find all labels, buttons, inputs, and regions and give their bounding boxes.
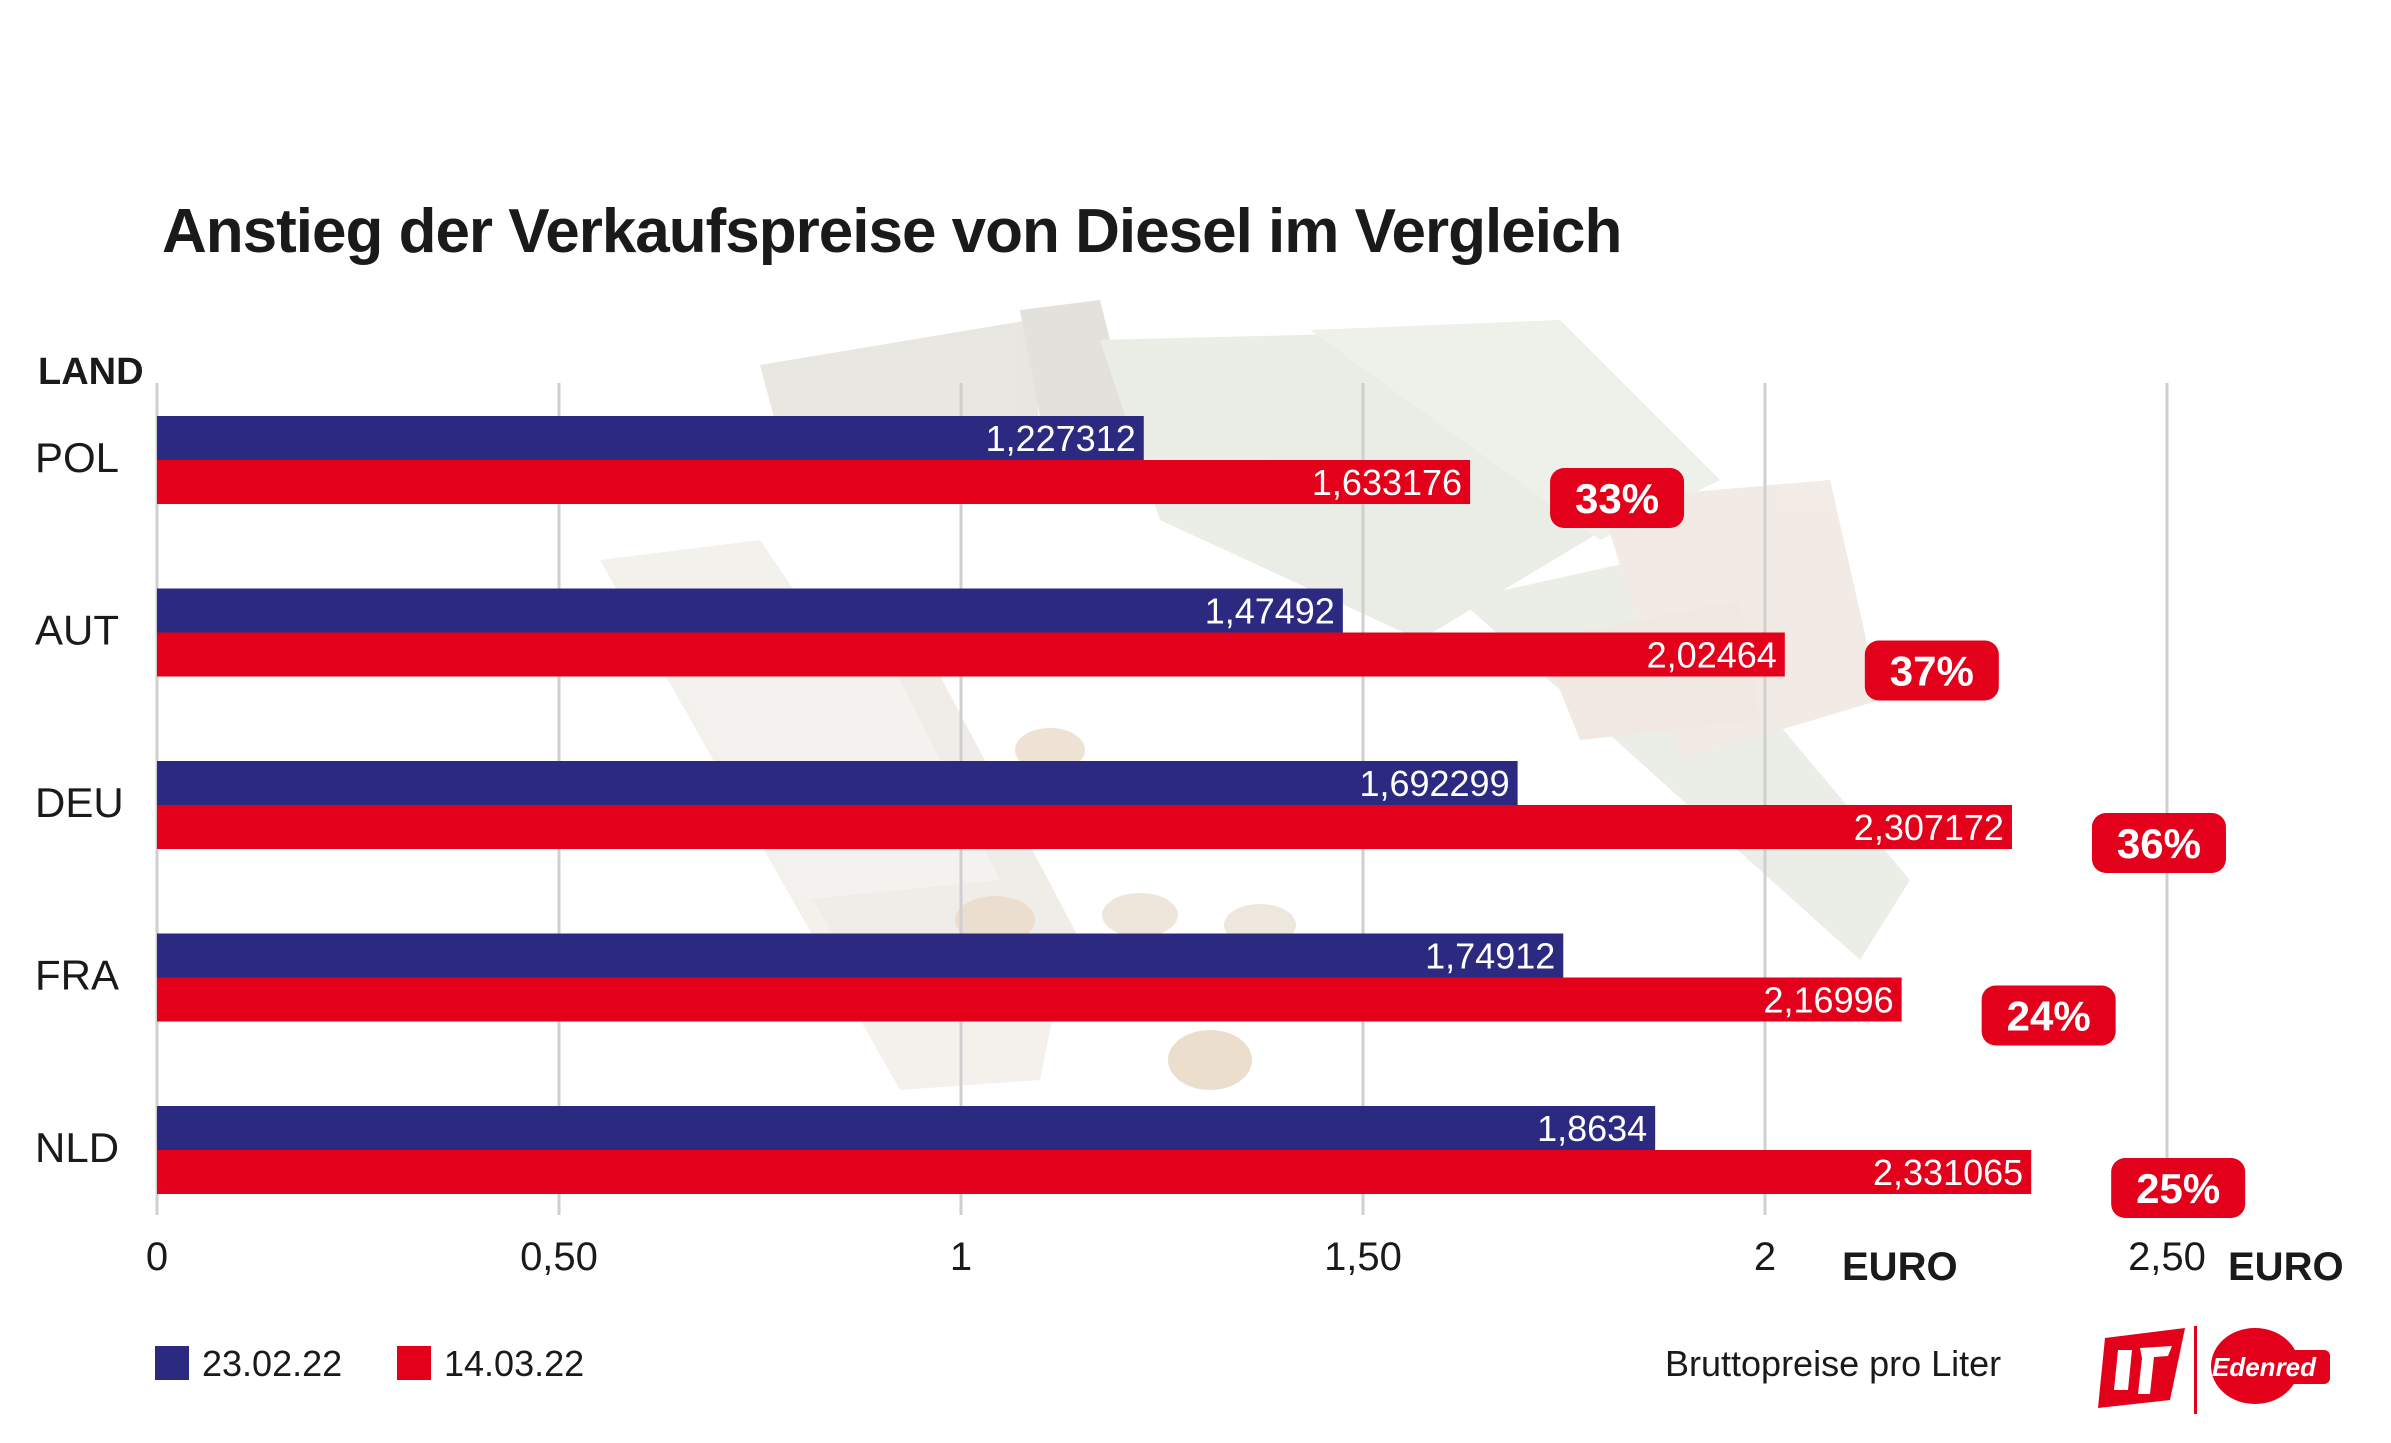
chart-title: Anstieg der Verkaufspreise von Diesel im… [162, 197, 1621, 266]
data-label-deu-series-1: 2,307172 [1854, 807, 2004, 848]
increase-badge-fra: 24% [1981, 985, 2116, 1046]
category-label-pol: POL [35, 434, 119, 481]
increase-badge-bg-pol [1550, 468, 1685, 528]
increase-badge-nld: 25% [2111, 1158, 2246, 1218]
data-label-pol-series-1: 1,633176 [1312, 462, 1462, 503]
data-label-aut-series-0: 1,47492 [1205, 591, 1335, 632]
increase-badge-bg-aut [1864, 640, 1999, 701]
unit-label-2: EURO [2228, 1245, 2344, 1289]
uta-logo [2098, 1328, 2185, 1408]
category-label-deu: DEU [35, 779, 124, 826]
legend-label-23-02-22: 23.02.22 [202, 1343, 342, 1384]
bar-deu-series-0 [157, 761, 1518, 805]
edenred-logo: Edenred [2211, 1328, 2330, 1404]
bar-labels: 1,227312 1,633176 1,47492 2,02464 1,692299 2,… [986, 418, 2024, 1193]
increase-label-nld: 25% [2136, 1165, 2220, 1212]
tick-label-5: 2,50 [2128, 1235, 2206, 1279]
bar-pol-series-0 [157, 416, 1144, 460]
legend-swatch-23-02-22 [155, 1346, 189, 1380]
increase-badge-bg-nld [2111, 1158, 2246, 1218]
increase-badge-deu: 36% [2091, 813, 2226, 873]
tick-label-2: 1 [950, 1235, 972, 1279]
bar-aut-series-0 [157, 588, 1343, 633]
increase-label-aut: 37% [1890, 648, 1974, 695]
data-label-fra-series-0: 1,74912 [1425, 936, 1555, 977]
logo-divider [2194, 1326, 2197, 1414]
data-label-aut-series-1: 2,02464 [1647, 635, 1777, 676]
tick-label-1: 0,50 [520, 1235, 598, 1279]
legend: 23.02.22 14.03.22 [155, 1343, 584, 1384]
category-labels: POL AUT DEU FRA NLD [35, 434, 124, 1171]
increase-label-pol: 33% [1575, 475, 1659, 522]
bar-deu-series-1 [157, 805, 2012, 849]
data-label-nld-series-1: 2,331065 [1873, 1152, 2023, 1193]
bars [157, 416, 2032, 1194]
category-label-aut: AUT [35, 607, 119, 654]
edenred-logo-text: Edenred [2212, 1352, 2317, 1382]
bar-aut-series-1 [157, 632, 1785, 677]
increase-badge-aut: 37% [1864, 640, 1999, 701]
price-note: Bruttopreise pro Liter [1665, 1343, 2001, 1384]
category-label-nld: NLD [35, 1124, 119, 1171]
increase-badge-bg-deu [2091, 813, 2226, 873]
data-label-pol-series-0: 1,227312 [986, 418, 1136, 459]
bar-fra-series-1 [157, 977, 1902, 1022]
category-axis-label: LAND [38, 351, 144, 393]
legend-swatch-14-03-22 [397, 1346, 431, 1380]
category-label-fra: FRA [35, 952, 119, 999]
increase-label-fra: 24% [2007, 993, 2091, 1040]
increase-badges: 33% 37% 36% 24% 25% [1550, 468, 2246, 1218]
data-label-fra-series-1: 2,16996 [1764, 980, 1894, 1021]
tick-label-3: 1,50 [1324, 1235, 1402, 1279]
unit-label-1: EURO [1842, 1245, 1958, 1289]
tick-label-0: 0 [146, 1235, 168, 1279]
bar-fra-series-0 [157, 933, 1564, 978]
data-label-nld-series-0: 1,8634 [1537, 1108, 1647, 1149]
tick-label-4: 2 [1754, 1235, 1776, 1279]
increase-badge-bg-fra [1981, 985, 2116, 1046]
increase-badge-pol: 33% [1550, 468, 1685, 528]
data-label-deu-series-0: 1,692299 [1359, 763, 1509, 804]
bar-pol-series-1 [157, 460, 1471, 504]
bar-nld-series-0 [157, 1106, 1656, 1150]
x-axis-ticks: 0 0,50 1 1,50 2 2,50 [146, 1235, 2206, 1279]
bar-nld-series-1 [157, 1150, 2032, 1194]
legend-label-14-03-22: 14.03.22 [444, 1343, 584, 1384]
increase-label-deu: 36% [2117, 820, 2201, 867]
